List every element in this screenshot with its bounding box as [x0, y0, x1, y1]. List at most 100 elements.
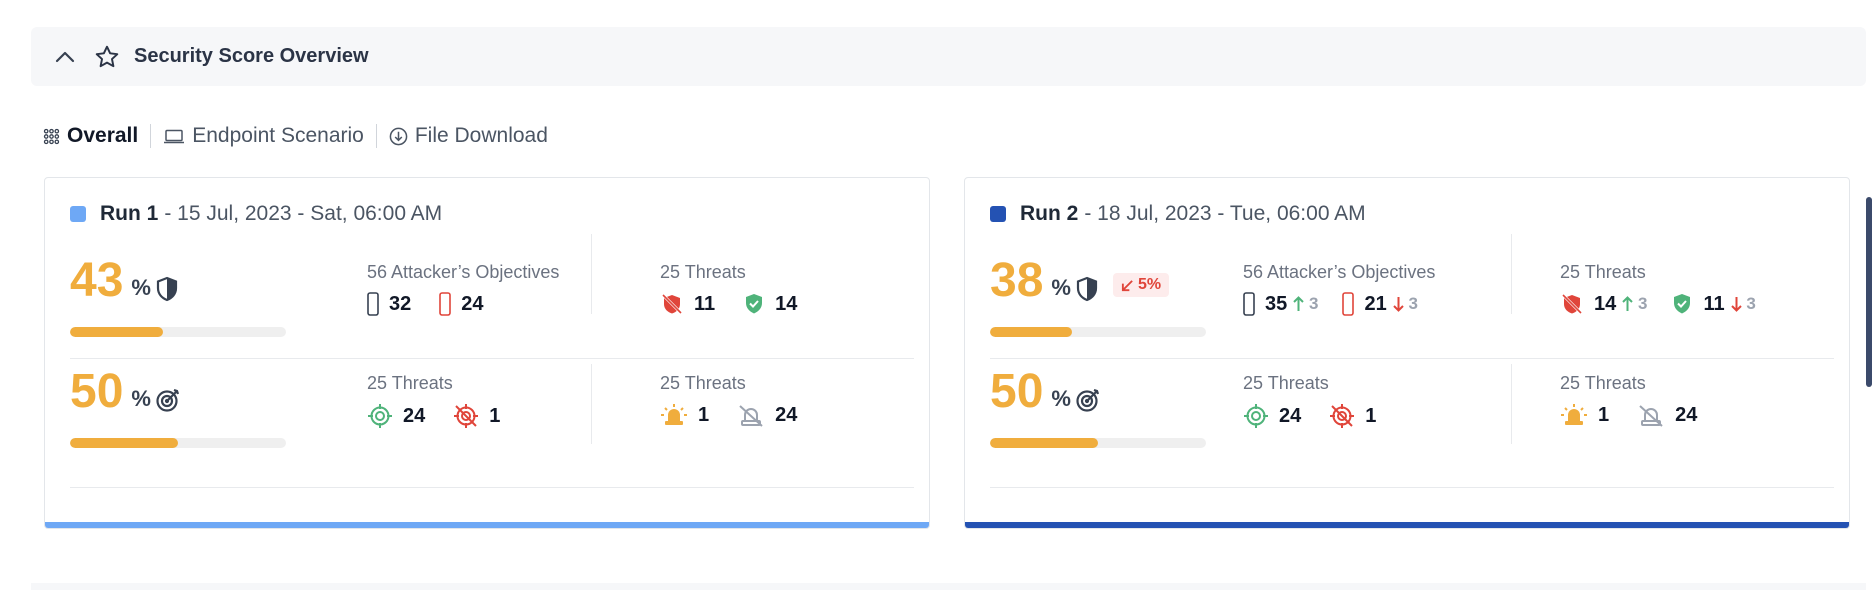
row-divider — [70, 358, 914, 359]
column-divider — [1511, 364, 1512, 444]
objectives-failed: 21 — [1364, 292, 1387, 315]
shield-icon — [155, 276, 179, 302]
threats-blocked: 11 — [694, 292, 716, 315]
column-divider — [591, 234, 592, 314]
objective-passed-icon — [367, 292, 379, 316]
objectives-passed: 35 — [1265, 292, 1288, 315]
scenario-tabs: Overall Endpoint Scenario File Download — [43, 120, 548, 152]
prevention-row: 43 % 56 Attacker’s Objectives 32 24 25 T… — [70, 234, 914, 344]
threats-label: 25 Threats — [660, 373, 746, 393]
row-divider — [70, 487, 914, 488]
prevention-progress — [70, 327, 286, 337]
detection-score: 50 % — [70, 368, 181, 416]
target-icon — [155, 387, 181, 413]
run-name: Run 2 — [1020, 202, 1079, 225]
change-value: 3 — [1746, 294, 1756, 313]
run-title: Run 2 - 18 Jul, 2023 - Tue, 06:00 AM — [990, 202, 1366, 226]
threats-label: 25 Threats — [660, 262, 746, 282]
objectives-passed-change: 3 — [1293, 294, 1318, 314]
prevention-score: 43 % — [70, 257, 179, 305]
objectives-failed-change: 3 — [1392, 294, 1418, 314]
laptop-icon — [163, 128, 185, 145]
arrow-down-icon — [1392, 296, 1404, 312]
threats-blocked-change: 3 — [1622, 294, 1647, 314]
prevention-progress — [990, 327, 1206, 337]
threats-blocked: 14 — [1594, 292, 1617, 315]
threats-detected: 24 — [1279, 404, 1302, 427]
siren-icon — [660, 403, 688, 427]
detection-progress — [990, 438, 1206, 448]
tab-divider — [150, 124, 152, 148]
shield-off-icon — [660, 292, 684, 316]
objectives-label: 56 Attacker’s Objectives — [367, 262, 560, 282]
arrow-up-icon — [1293, 296, 1304, 312]
threats-not-alerted: 24 — [1675, 403, 1698, 426]
detection-progress — [70, 438, 286, 448]
score-delta-badge: 5% — [1112, 273, 1170, 297]
threats-label: 25 Threats — [1560, 373, 1646, 393]
threats-missed: 1 — [1365, 404, 1377, 427]
target-icon — [1075, 387, 1101, 413]
star-icon[interactable] — [92, 42, 122, 72]
score-value: 50 — [70, 365, 124, 418]
arrow-down-icon — [1730, 296, 1742, 312]
chevron-up-icon[interactable] — [52, 44, 78, 70]
tab-overall[interactable]: Overall — [43, 124, 138, 148]
objectives-passed: 32 — [389, 292, 412, 315]
score-value: 43 — [70, 254, 124, 307]
threats-label: 25 Threats — [1560, 262, 1646, 282]
tab-endpoint-scenario[interactable]: Endpoint Scenario — [163, 124, 364, 148]
column-divider — [1511, 234, 1512, 314]
objective-failed-icon — [439, 292, 452, 316]
threats-alerted: 1 — [1598, 403, 1610, 426]
percent-sign: % — [1051, 386, 1071, 411]
next-card-edge[interactable] — [1866, 197, 1872, 387]
run-date: - 15 Jul, 2023 - Sat, 06:00 AM — [164, 202, 443, 225]
objectives-label: 56 Attacker’s Objectives — [1243, 262, 1436, 282]
run-color-swatch — [990, 206, 1006, 222]
column-divider — [591, 364, 592, 444]
tab-label: Endpoint Scenario — [192, 124, 364, 147]
tab-label: File Download — [414, 124, 548, 147]
run-color-bar — [45, 522, 929, 528]
run-card-1: Run 1 - 15 Jul, 2023 - Sat, 06:00 AM 43 … — [44, 177, 930, 529]
detection-row: 50 % 25 Threats 24 1 25 Threats 1 24 — [70, 364, 914, 478]
change-value: 3 — [1408, 294, 1418, 313]
target-missed-icon — [453, 403, 479, 429]
target-detected-icon — [1243, 403, 1269, 429]
prevention-score: 38 % 5% — [990, 254, 1170, 307]
objectives-failed: 24 — [461, 292, 484, 315]
threats-protected: 11 — [1703, 292, 1725, 315]
score-value: 50 — [990, 365, 1044, 418]
shield-icon — [1075, 276, 1099, 302]
tab-file-download[interactable]: File Download — [389, 124, 548, 148]
run-name: Run 1 — [100, 202, 159, 225]
threats-detected: 24 — [403, 404, 426, 427]
target-detected-icon — [367, 403, 393, 429]
threats-not-alerted: 24 — [775, 403, 798, 426]
score-delta: 5% — [1137, 276, 1162, 293]
arrow-up-icon — [1622, 296, 1633, 312]
run-color-bar — [965, 522, 1849, 528]
run-date: - 18 Jul, 2023 - Tue, 06:00 AM — [1084, 202, 1366, 225]
row-divider — [990, 358, 1834, 359]
score-value: 38 — [990, 254, 1044, 307]
detection-row: 50 % 25 Threats 24 1 25 Threats 1 24 — [990, 364, 1834, 478]
section-title: Security Score Overview — [134, 45, 369, 67]
change-value: 3 — [1637, 294, 1648, 313]
run-card-2: Run 2 - 18 Jul, 2023 - Tue, 06:00 AM 38 … — [964, 177, 1850, 529]
change-value: 3 — [1308, 294, 1319, 313]
objective-passed-icon — [1243, 292, 1255, 316]
percent-sign: % — [131, 275, 151, 300]
download-circle-icon — [389, 127, 408, 146]
threats-protected: 14 — [775, 292, 798, 315]
percent-sign: % — [1051, 275, 1071, 300]
percent-sign: % — [131, 386, 151, 411]
siren-off-icon — [1637, 403, 1665, 427]
siren-icon — [1560, 403, 1588, 427]
siren-off-icon — [737, 403, 765, 427]
objective-failed-icon — [1342, 292, 1355, 316]
threats-alerted: 1 — [698, 403, 710, 426]
run-title: Run 1 - 15 Jul, 2023 - Sat, 06:00 AM — [70, 202, 442, 226]
prevention-row: 38 % 5% 56 Attacker’s Objectives 35 3 21… — [990, 234, 1834, 344]
